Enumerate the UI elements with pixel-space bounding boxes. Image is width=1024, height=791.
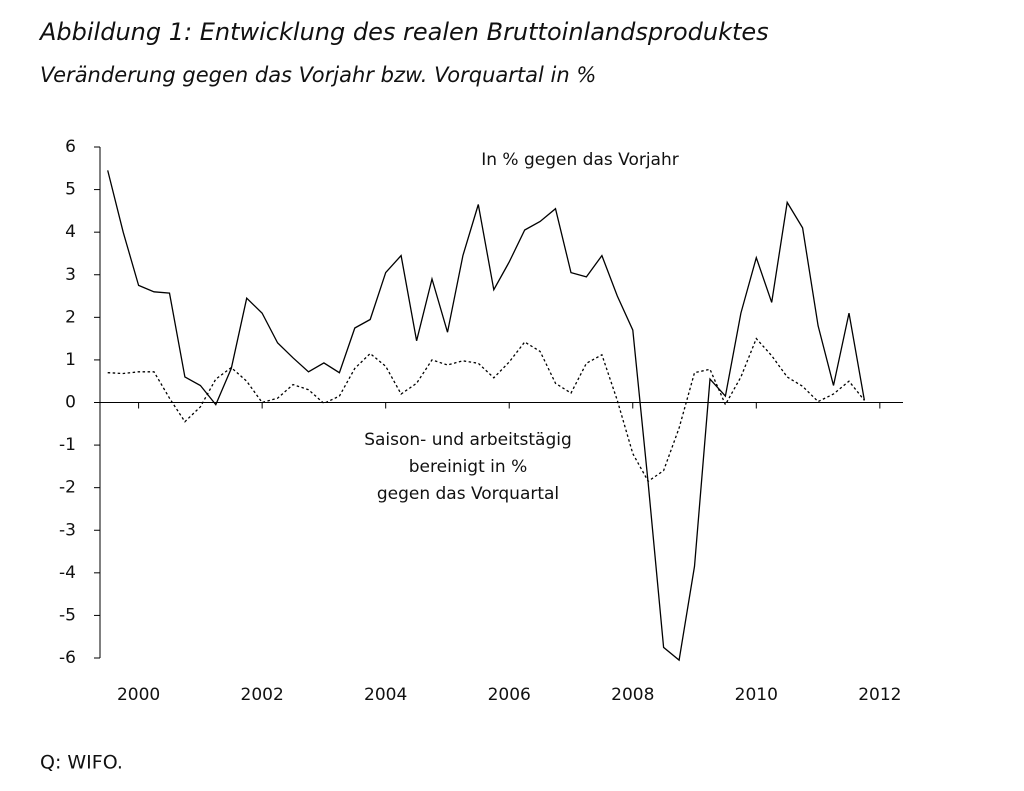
x-tick-label: 2002 [241,685,284,705]
x-tick-label: 2008 [611,685,654,705]
y-tick-label: 0 [65,393,76,413]
y-tick-label: -1 [59,435,76,455]
y-tick-label: 2 [65,307,76,327]
y-tick-label: -6 [59,648,76,668]
y-tick-label: -4 [59,563,76,583]
series-line [107,170,866,662]
source-note: Q: WIFO. [40,752,123,774]
series-label: bereinigt in % [409,457,527,477]
y-tick-label: 1 [65,350,76,370]
y-tick-label: 4 [65,222,76,242]
chart-title: Abbildung 1: Entwicklung des realen Brut… [38,18,769,46]
y-tick-label: 6 [65,137,76,157]
series-line [107,337,865,483]
y-tick-label: -5 [59,605,76,625]
x-tick-label: 2012 [858,685,901,705]
series-label: Saison- und arbeitstägig [364,430,572,450]
y-tick-label: -3 [59,520,76,540]
y-tick-label: 3 [65,265,76,285]
x-tick-label: 2006 [488,685,531,705]
chart-subtitle: Veränderung gegen das Vorjahr bzw. Vorqu… [40,63,596,87]
x-tick-label: 2004 [364,685,407,705]
y-tick-label: -2 [59,478,76,498]
y-tick-label: 5 [65,180,76,200]
series-label: gegen das Vorquartal [377,484,559,504]
x-tick-label: 2000 [117,685,160,705]
x-tick-label: 2010 [735,685,778,705]
series-label: In % gegen das Vorjahr [481,150,679,170]
